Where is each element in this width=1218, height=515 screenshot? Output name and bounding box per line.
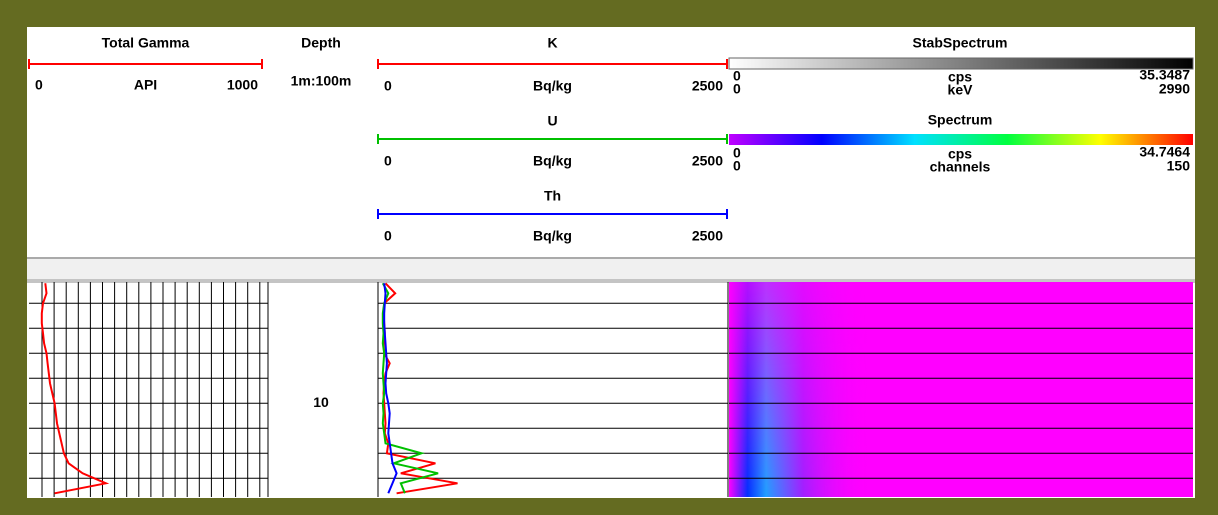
separator-band: [27, 259, 1195, 279]
track-title: Spectrum: [928, 112, 993, 128]
scale-max: 150: [1167, 158, 1191, 174]
scale-min: 0: [384, 153, 392, 169]
depth-scale: 1m:100m: [291, 73, 352, 89]
scale-unit: Bq/kg: [533, 78, 572, 94]
scale-max: 2500: [692, 78, 723, 94]
scale-unit: Bq/kg: [533, 228, 572, 244]
scale-min: 0: [35, 77, 43, 93]
spectrum-image: [729, 282, 1193, 497]
track-title: Total Gamma: [102, 35, 190, 51]
scale-min: 0: [733, 81, 741, 97]
log-plot: Total Gamma0API1000Depth1m:100mK0Bq/kg25…: [0, 0, 1218, 515]
scale-min: 0: [384, 78, 392, 94]
scale-min: 0: [384, 228, 392, 244]
depth-label: 10: [313, 394, 329, 410]
page: {"chart_data": { "type": "log", "tracks"…: [0, 0, 1218, 515]
track-title: StabSpectrum: [913, 35, 1008, 51]
scale-unit: channels: [930, 159, 991, 175]
scale-max: 1000: [227, 77, 258, 93]
scale-max: 2990: [1159, 81, 1190, 97]
scale-unit: Bq/kg: [533, 153, 572, 169]
scale-min: 0: [733, 158, 741, 174]
track-title: Depth: [301, 35, 341, 51]
scale-max: 2500: [692, 153, 723, 169]
color-bar: [729, 134, 1193, 145]
scale-unit: keV: [948, 82, 974, 98]
color-bar: [729, 58, 1193, 69]
scale-max: 2500: [692, 228, 723, 244]
track-title: K: [547, 35, 557, 51]
track-title: U: [547, 113, 557, 129]
track-title: Th: [544, 188, 561, 204]
scale-unit: API: [134, 77, 157, 93]
